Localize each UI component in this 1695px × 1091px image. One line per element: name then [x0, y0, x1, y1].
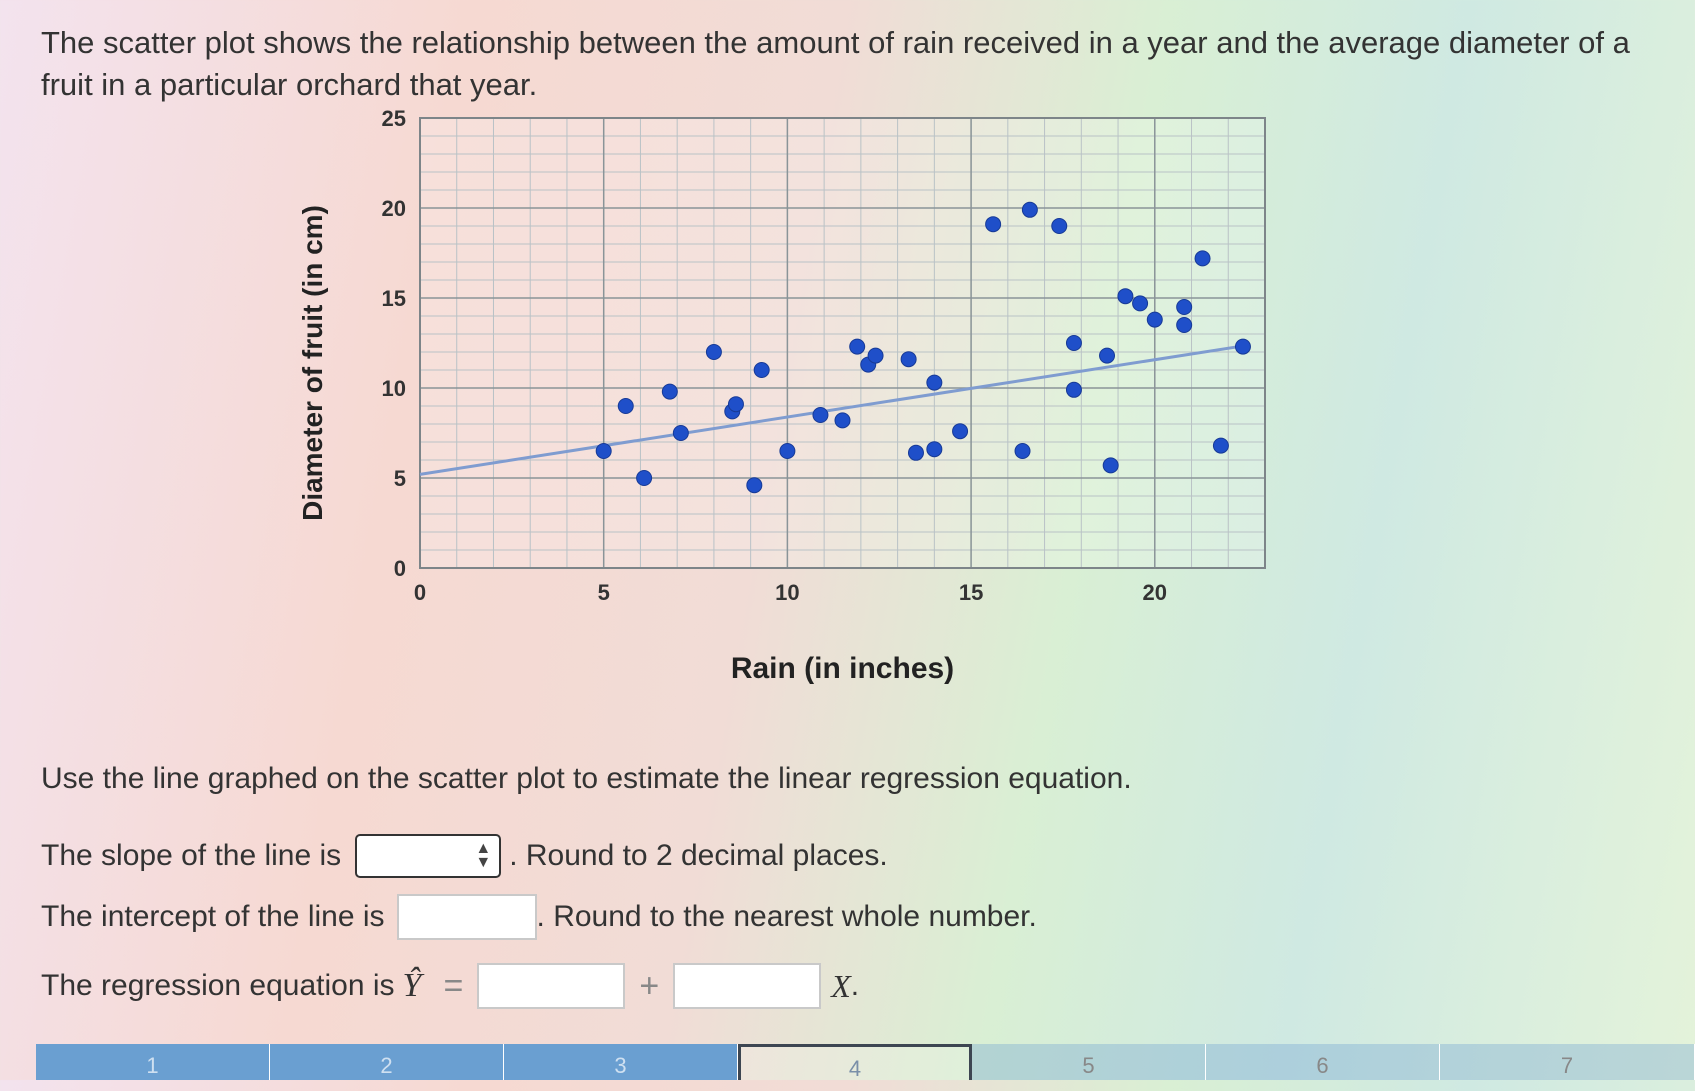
question-tabs: 1 2 3 4 5 6 7 — [36, 1044, 1695, 1081]
plot-area — [420, 118, 1265, 568]
x-tick-label: 10 — [775, 580, 799, 605]
data-point — [1117, 288, 1134, 305]
equals-sign: = — [443, 966, 464, 1005]
axis-layer: 0 5 10 15 20 0 5 10 15 20 25 — [382, 106, 1266, 605]
data-point — [1065, 381, 1082, 398]
slope-hint: . Round to 2 decimal places. — [509, 839, 888, 872]
intercept-row: The intercept of the line is . Round to … — [41, 893, 1037, 941]
equation-intercept-input[interactable] — [477, 963, 626, 1009]
grid-layer — [419, 117, 1266, 569]
question-text: The scatter plot shows the relationship … — [41, 25, 1630, 102]
data-point — [617, 398, 634, 414]
y-tick-label: 10 — [382, 376, 406, 401]
data-point — [812, 407, 829, 423]
tab-5[interactable]: 5 — [972, 1044, 1206, 1080]
tab-3[interactable]: 3 — [504, 1044, 738, 1080]
data-point — [985, 216, 1002, 233]
intercept-input[interactable] — [396, 894, 537, 940]
data-point — [834, 412, 851, 429]
slope-input[interactable] — [367, 839, 472, 873]
regression-line — [419, 343, 1251, 476]
data-point — [1176, 299, 1193, 315]
data-point — [1176, 317, 1193, 333]
slope-stepper[interactable]: ▲ ▼ — [355, 834, 502, 878]
data-point — [926, 441, 943, 458]
equation-slope-input[interactable] — [673, 963, 822, 1009]
data-point — [753, 362, 770, 378]
x-period: . — [850, 969, 860, 1002]
tab-6[interactable]: 6 — [1206, 1044, 1440, 1080]
data-point — [661, 383, 678, 400]
x-tick-label: 15 — [959, 580, 983, 605]
tab-1[interactable]: 1 — [36, 1044, 270, 1080]
plot-border — [419, 117, 1266, 569]
data-point — [595, 443, 612, 459]
data-point — [907, 444, 924, 461]
scatter-plot-svg: 0 5 10 15 20 0 5 10 15 20 25 Rain (in inches) Diam… — [297, 106, 1266, 685]
y-tick-label: 0 — [394, 556, 406, 581]
equation-label: The regression equation is — [41, 969, 395, 1002]
y-tick-label: 5 — [394, 466, 406, 491]
data-point — [705, 344, 722, 360]
equation-row: The regression equation is Ŷ = + X. — [41, 962, 859, 1010]
x-tick-label: 0 — [414, 580, 426, 605]
data-point — [849, 338, 866, 355]
slope-label: The slope of the line is — [41, 839, 342, 872]
data-point — [1021, 201, 1038, 218]
data-point — [1065, 335, 1082, 351]
data-point — [746, 477, 763, 494]
x-tick-label: 5 — [598, 580, 610, 605]
x-variable: X — [831, 967, 851, 1004]
y-hat-symbol: Ŷ — [402, 967, 422, 1004]
y-tick-label: 15 — [382, 286, 406, 311]
data-point — [952, 423, 969, 440]
data-point — [636, 470, 653, 486]
data-point — [1194, 250, 1211, 267]
data-point — [1051, 218, 1068, 234]
data-point — [1014, 443, 1031, 459]
data-point — [727, 396, 744, 413]
data-point — [1102, 457, 1119, 474]
data-point — [1146, 311, 1163, 328]
x-axis-label: Rain (in inches) — [731, 652, 954, 685]
data-point — [1132, 295, 1149, 312]
data-point — [900, 351, 917, 368]
y-tick-label: 25 — [382, 108, 406, 131]
tab-7[interactable]: 7 — [1440, 1044, 1695, 1080]
data-point — [926, 374, 943, 391]
slope-row: The slope of the line is ▲ ▼ . Round to 2… — [41, 832, 888, 880]
points-layer — [595, 201, 1251, 494]
data-point — [1234, 338, 1251, 355]
plus-sign: + — [639, 966, 660, 1005]
y-axis-label: Diameter of fruit (in cm) — [297, 205, 328, 521]
data-point — [867, 347, 884, 364]
intercept-hint: . Round to the nearest whole number. — [536, 900, 1037, 933]
instruction-text: Use the line graphed on the scatter plot… — [41, 762, 1132, 795]
data-point — [672, 425, 689, 441]
scatter-chart: 0 5 10 15 20 0 5 10 15 20 25 Rain (in inches) Diam… — [270, 106, 1270, 733]
x-tick-label: 20 — [1143, 580, 1167, 605]
data-point — [779, 443, 796, 459]
stepper-arrows-icon[interactable]: ▲ ▼ — [475, 840, 492, 871]
tab-2[interactable]: 2 — [270, 1044, 504, 1080]
tab-4[interactable]: 4 — [738, 1044, 972, 1081]
y-tick-label: 20 — [382, 196, 406, 221]
intercept-label: The intercept of the line is — [41, 900, 385, 933]
data-point — [1099, 347, 1116, 364]
data-point — [1212, 437, 1229, 454]
